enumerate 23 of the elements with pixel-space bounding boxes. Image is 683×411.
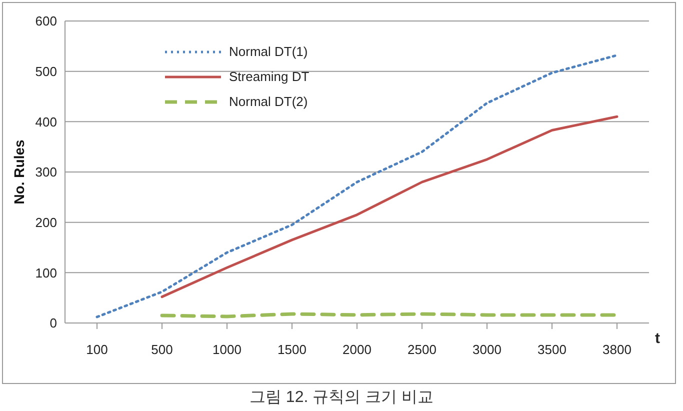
line-series <box>160 115 618 298</box>
y-tick-label: 300 <box>35 164 57 180</box>
y-tick-label: 0 <box>50 316 57 331</box>
x-tick-label: 3500 <box>538 342 566 358</box>
y-axis-title: No. Rules <box>10 140 27 204</box>
y-tick-label: 100 <box>35 265 57 280</box>
caption: 그림 12. 규칙의 크기 비교 <box>248 388 435 408</box>
x-tick-label: 2500 <box>408 342 436 358</box>
y-tick-label: 600 <box>35 14 57 29</box>
y-tick-label: 200 <box>35 214 57 230</box>
x-tick-label: 2000 <box>342 342 372 358</box>
x-tick-label: 500 <box>151 342 173 358</box>
legend-label: Streaming DT <box>229 69 310 84</box>
y-tick-label: 500 <box>35 64 57 79</box>
x-tick-label: 1500 <box>278 342 306 358</box>
x-tick-label: 100 <box>86 342 108 358</box>
y-tick-label: 400 <box>35 114 57 130</box>
legend-label: Normal DT(1) <box>229 44 308 59</box>
x-tick-label: 3800 <box>602 342 632 358</box>
legend-label: Normal DT(2) <box>229 94 308 109</box>
x-tick-label: 1000 <box>212 342 242 358</box>
x-tick-label: 3000 <box>472 342 502 358</box>
x-axis-title: t <box>655 330 660 347</box>
